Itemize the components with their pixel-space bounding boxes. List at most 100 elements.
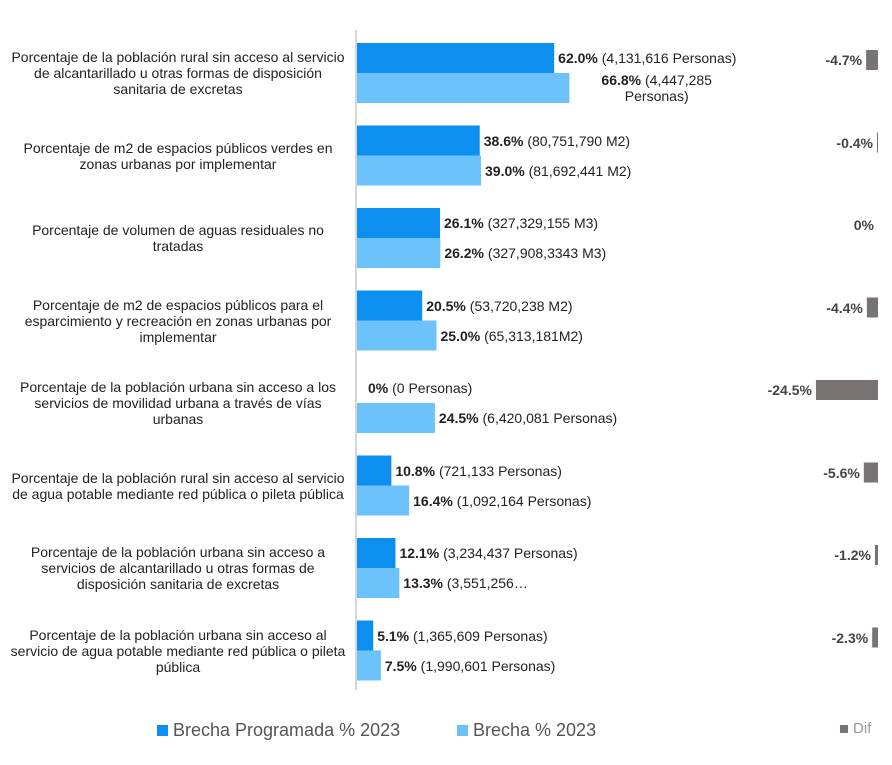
- category-label: Porcentaje de m2 de espacios públicos pa…: [24, 296, 332, 345]
- value-label: 0% (0 Personas): [368, 380, 740, 396]
- value-label-main: 0%: [368, 380, 389, 396]
- dif-bar: [815, 380, 878, 400]
- category-label: Porcentaje de la población urbana sin ac…: [30, 544, 326, 592]
- value-label: 25.0% (65,313,181M2): [441, 328, 741, 344]
- legend-text: Brecha Programada % 2023: [173, 720, 401, 740]
- bar: [357, 290, 423, 321]
- value-annotation: (6,420,081 Personas): [482, 410, 618, 426]
- value-label: 13.3% (3,551,256…: [403, 575, 740, 591]
- dif-label: -24.5%: [767, 382, 812, 398]
- value-label-group: 13.3% (3,551,256…: [403, 575, 528, 591]
- dif-label: -4.7%: [825, 52, 863, 68]
- value-label-group: 66.8% (4,447,285 Personas): [573, 72, 740, 104]
- value-label-group: 10.8% (721,133 Personas): [395, 463, 562, 479]
- dif-label: -5.6%: [823, 464, 860, 481]
- legend-item: Brecha % 2023: [457, 720, 596, 741]
- bar: [357, 155, 482, 186]
- value-label-group: 62.0% (4,131,616 Personas): [558, 50, 736, 66]
- value-label-group: 24.5% (6,420,081 Personas): [439, 410, 617, 426]
- value-label: 26.2% (327,908,3343 M3): [444, 245, 740, 261]
- bar: [357, 208, 440, 238]
- bar: [357, 403, 435, 433]
- value-label-main: 13.3%: [403, 575, 443, 591]
- bar: [357, 125, 480, 156]
- value-annotation: (721,133 Personas): [438, 462, 562, 479]
- dif-label: 0%: [853, 217, 874, 233]
- dif-bar: [876, 132, 878, 153]
- bar: [357, 43, 555, 73]
- value-label-main: 26.1%: [443, 215, 484, 231]
- value-annotation: (4,131,616 Personas): [601, 50, 737, 66]
- value-label-group: 25.0% (65,313,181M2): [441, 328, 583, 344]
- dif-label: -2.3%: [831, 629, 869, 646]
- value-label-group: 5.1% (1,365,609 Personas): [377, 628, 547, 644]
- value-label: 62.0% (4,131,616 Personas): [558, 50, 740, 66]
- bar: [357, 568, 400, 598]
- bar: [357, 73, 570, 103]
- value-label-main: 25.0%: [440, 327, 481, 344]
- value-label-main: 24.5%: [438, 410, 479, 426]
- value-label: 12.1% (3,234,437 Personas): [399, 545, 740, 561]
- value-annotation: (4,447,285 Personas): [624, 72, 712, 104]
- category-label: Porcentaje de la población urbana sin ac…: [20, 379, 336, 427]
- bar: [357, 650, 381, 681]
- value-label: 7.5% (1,990,601 Personas): [385, 658, 740, 674]
- value-label-main: 66.8%: [601, 72, 642, 88]
- value-annotation: (1,092,164 Personas): [456, 492, 592, 509]
- value-label-group: 20.5% (53,720,238 M2): [426, 298, 572, 314]
- dif-bar: [866, 50, 878, 70]
- dif-bar: [874, 545, 878, 565]
- value-label-group: 12.1% (3,234,437 Personas): [399, 545, 577, 561]
- value-label-main: 26.2%: [444, 245, 485, 261]
- value-label: 5.1% (1,365,609 Personas): [377, 628, 740, 644]
- value-annotation: (327,329,155 M3): [487, 215, 599, 231]
- value-label: 24.5% (6,420,081 Personas): [439, 410, 740, 426]
- category-label: Porcentaje de la población rural sin acc…: [11, 49, 345, 97]
- dif-bar: [866, 297, 878, 318]
- value-label: 10.8% (721,133 Personas): [395, 463, 740, 479]
- value-label-group: 26.2% (327,908,3343 M3): [444, 245, 606, 261]
- bar: [357, 538, 396, 568]
- value-annotation: (0 Personas): [392, 380, 473, 396]
- value-label: 20.5% (53,720,238 M2): [426, 298, 740, 314]
- value-label: 39.0% (81,692,441 M2): [485, 163, 740, 179]
- value-label-group: 16.4% (1,092,164 Personas): [413, 493, 591, 509]
- value-label-group: 39.0% (81,692,441 M2): [485, 163, 631, 179]
- legend-text: Brecha % 2023: [473, 720, 597, 740]
- value-label-main: 5.1%: [377, 627, 410, 644]
- value-label-group: 0% (0 Personas): [368, 380, 472, 396]
- value-label: 16.4% (1,092,164 Personas): [413, 493, 740, 509]
- category-label: Porcentaje de la población rural sin acc…: [11, 469, 345, 502]
- value-label-main: 16.4%: [413, 492, 453, 509]
- value-annotation: (53,720,238 M2): [469, 297, 573, 314]
- value-label-main: 10.8%: [395, 462, 436, 479]
- dif-label: -1.2%: [834, 547, 871, 563]
- value-label-main: 38.6%: [483, 132, 524, 149]
- category-label: Porcentaje de volumen de aguas residuale…: [32, 222, 324, 254]
- value-annotation: (3,551,256…: [446, 575, 528, 591]
- bar: [357, 455, 392, 486]
- value-label-main: 39.0%: [485, 162, 525, 179]
- value-annotation: (80,751,790 M2): [527, 132, 631, 149]
- category-label: Porcentaje de la población urbana sin ac…: [10, 626, 346, 675]
- value-annotation: (65,313,181M2): [484, 327, 583, 344]
- value-annotation: (1,990,601 Personas): [420, 657, 556, 674]
- value-label-main: 62.0%: [558, 50, 598, 66]
- legend-swatch: [840, 724, 848, 733]
- legend-item: Brecha Programada % 2023: [157, 720, 400, 741]
- value-label-group: 7.5% (1,990,601 Personas): [385, 658, 555, 674]
- legend-swatch: [457, 725, 468, 736]
- legend-text: Dif: [853, 720, 872, 737]
- value-label-group: 26.1% (327,329,155 M3): [444, 215, 598, 231]
- value-label-main: 12.1%: [399, 545, 440, 561]
- value-label: 66.8% (4,447,285 Personas): [573, 72, 740, 104]
- value-annotation: (81,692,441 M2): [528, 162, 632, 179]
- dif-bar: [872, 627, 878, 648]
- legend-item: Dif: [840, 720, 871, 737]
- bar: [357, 620, 374, 651]
- dif-bar: [863, 462, 878, 483]
- value-label-group: 38.6% (80,751,790 M2): [484, 133, 630, 149]
- bar: [357, 485, 410, 516]
- bar: [357, 320, 437, 351]
